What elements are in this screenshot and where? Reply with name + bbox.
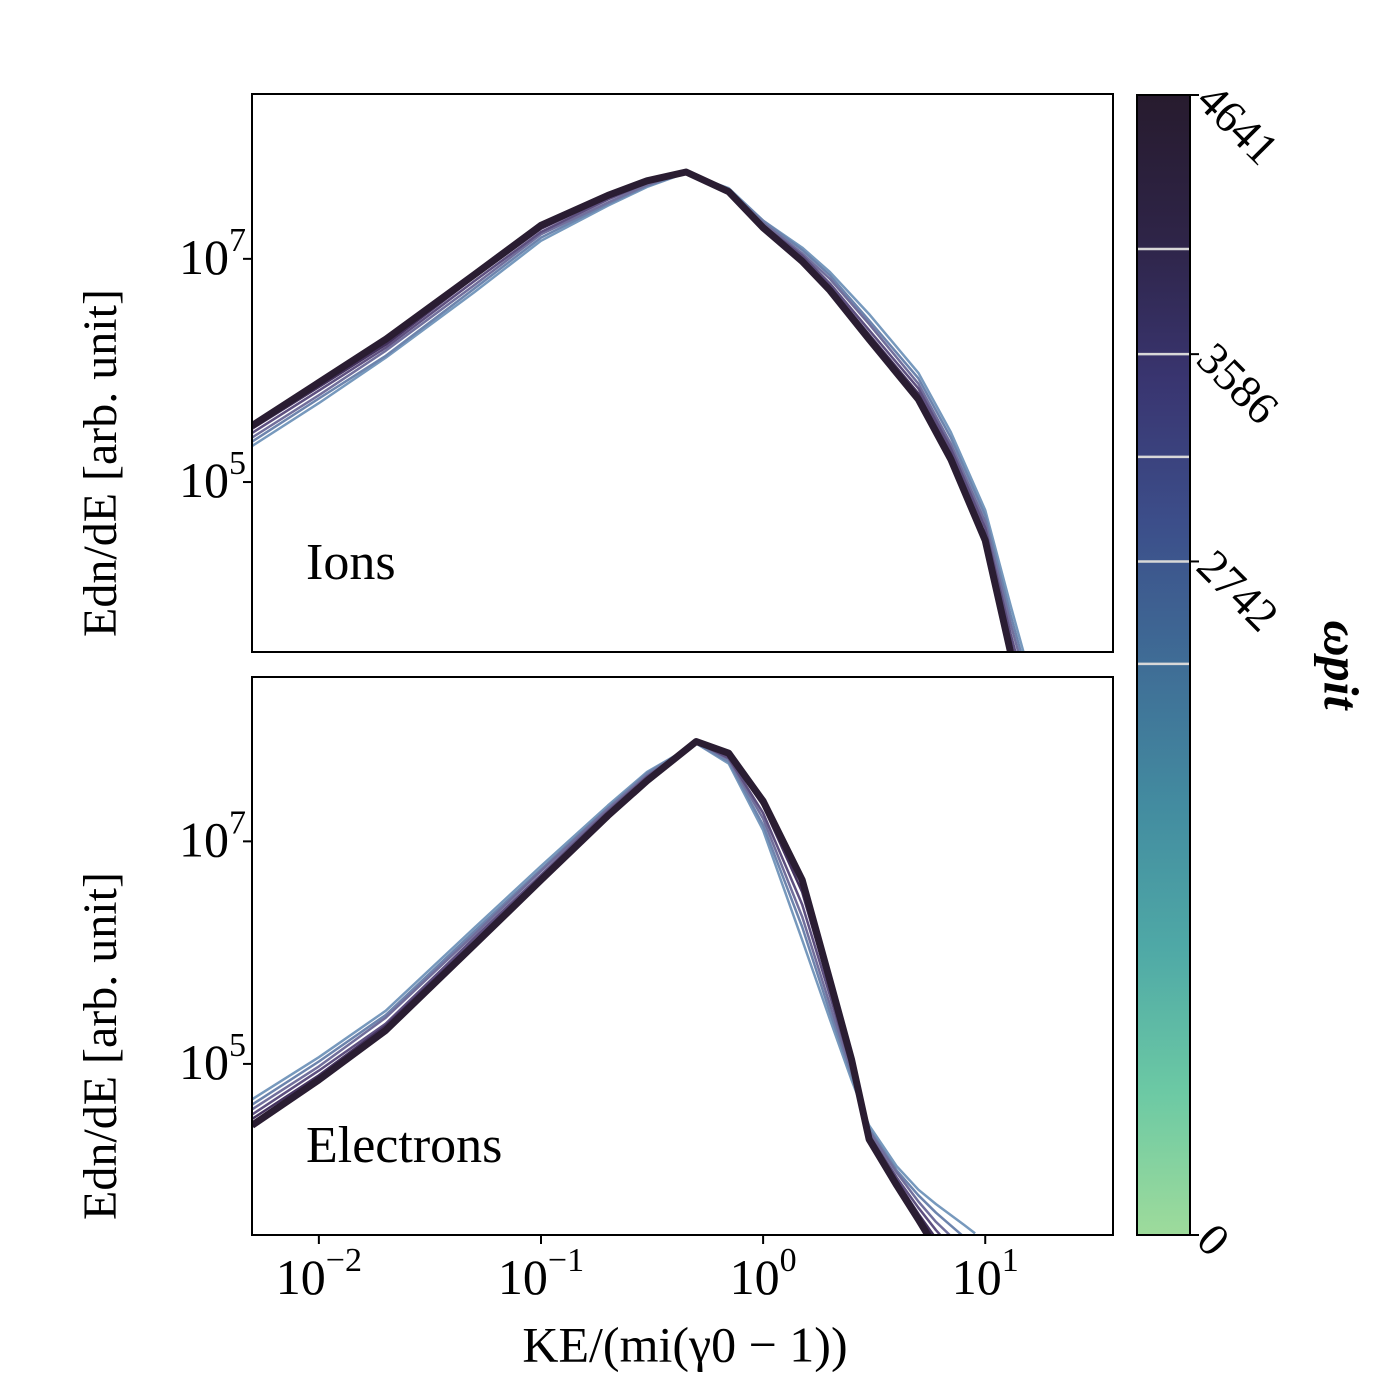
y-tick-label: 105	[179, 1027, 246, 1091]
colorbar-tick-label: 3586	[1187, 333, 1288, 434]
series-line	[252, 170, 1017, 652]
x-axis-label: KE/(mi(γ0 − 1))	[522, 1316, 847, 1372]
colorbar-tick-label: 4641	[1187, 73, 1288, 174]
x-tick-label: 101	[952, 1242, 1019, 1306]
x-tick-label: 100	[730, 1242, 797, 1306]
y-tick-label: 107	[179, 804, 246, 868]
plot-frame	[251, 676, 1114, 1236]
colorbar-tick-label: 2742	[1187, 540, 1288, 641]
plot-lines	[252, 168, 1025, 652]
series-line	[252, 742, 976, 1235]
series-line	[252, 170, 1020, 652]
colorbar-tick-label: 0	[1187, 1213, 1239, 1265]
plot-lines	[252, 738, 976, 1235]
series-line	[252, 742, 964, 1235]
series-line	[252, 740, 952, 1235]
plot-frame	[251, 93, 1114, 653]
x-tick-label: 10−2	[276, 1242, 362, 1306]
panel-label: Electrons	[306, 1117, 502, 1174]
y-axis-label: Edn/dE [arb. unit]	[74, 872, 127, 1220]
colorbar-frame	[1136, 94, 1191, 1236]
series-line	[252, 740, 936, 1235]
series-line	[252, 740, 943, 1235]
panel-label: Ions	[306, 534, 396, 591]
series-line	[252, 738, 932, 1235]
series-line	[252, 168, 1015, 652]
colorbar-label: ωpit	[1314, 621, 1370, 712]
y-tick-label: 107	[179, 222, 246, 286]
y-tick-label: 105	[179, 445, 246, 509]
x-tick-label: 10−1	[498, 1242, 584, 1306]
y-axis-label: Edn/dE [arb. unit]	[74, 289, 127, 637]
series-line	[252, 170, 1015, 652]
